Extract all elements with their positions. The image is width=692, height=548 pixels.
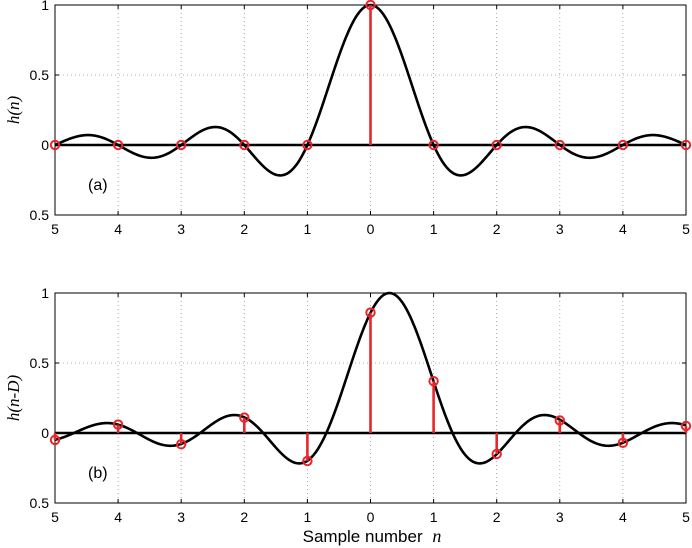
x-tick-label: 0 [367, 509, 375, 525]
x-tick-label: 0 [367, 221, 375, 237]
stem-marker [491, 448, 502, 460]
y-tick-label: 0.5 [30, 67, 50, 83]
x-axis-label-variable: n [432, 526, 441, 546]
y-axis-label: h(n-D) [4, 375, 23, 422]
x-tick-label: 5 [682, 509, 690, 525]
panel-a: 5 4 3 2 1 0 1 2 3 4 5 1 0.5 0 0.5 h(n) (a) [4, 0, 692, 237]
x-tick-label: 3 [177, 221, 185, 237]
stem-marker [112, 139, 124, 151]
stem-marker [428, 139, 439, 151]
x-tick-label: 5 [682, 221, 690, 237]
stem-marker [49, 434, 61, 446]
x-tick-label: 2 [493, 221, 501, 237]
panel-label: (b) [88, 465, 108, 482]
x-tick-label: 1 [304, 221, 312, 237]
stem-marker [554, 415, 565, 426]
stem-marker [554, 139, 565, 151]
stem-marker [491, 139, 502, 151]
y-tick-label: 0.5 [30, 495, 50, 511]
x-tick-label: 1 [430, 221, 438, 237]
y-tick-label: 0 [41, 137, 49, 153]
stem-marker [680, 139, 692, 151]
y-tick-label: 1 [41, 285, 49, 301]
x-tick-label: 2 [240, 509, 248, 525]
y-tick-label: 0.5 [30, 355, 50, 371]
x-tick-label: 5 [51, 509, 59, 525]
stem-marker [176, 139, 187, 151]
stem-marker [239, 139, 250, 151]
x-tick-label: 4 [619, 509, 627, 525]
x-tick-label: 2 [240, 221, 248, 237]
y-axis-label: h(n) [4, 96, 23, 125]
y-tick-label: 0 [41, 425, 49, 441]
stem-marker [239, 412, 250, 423]
stem-marker [176, 439, 187, 450]
x-tick-label: 5 [51, 221, 59, 237]
stem-marker [302, 139, 313, 151]
stem-marker [680, 420, 692, 432]
y-tick-label: 0.5 [30, 207, 50, 223]
panel-label: (a) [88, 177, 108, 194]
x-tick-label: 3 [556, 221, 564, 237]
x-tick-label: 3 [177, 509, 185, 525]
x-tick-label: 4 [619, 221, 627, 237]
x-axis-label: Sample number n [303, 526, 442, 546]
stem-marker [302, 455, 313, 467]
x-axis-label-text: Sample number [303, 527, 423, 546]
x-tick-label: 4 [114, 509, 122, 525]
panel-b: 5 4 3 2 1 0 1 2 3 4 5 1 0.5 0 0.5 h(n-D) (b) [4, 285, 692, 525]
x-tick-label: 3 [556, 509, 564, 525]
stem-marker [365, 0, 376, 11]
stem-marker [428, 376, 439, 387]
y-tick-label: 1 [41, 0, 49, 13]
x-tick-label: 4 [114, 221, 122, 237]
stem-marker [112, 419, 124, 430]
x-tick-label: 1 [430, 509, 438, 525]
stem-marker [49, 139, 61, 151]
stem-marker [617, 139, 629, 151]
stem-marker [365, 307, 376, 318]
x-tick-label: 1 [304, 509, 312, 525]
stem-marker [617, 437, 629, 448]
x-tick-label: 2 [493, 509, 501, 525]
